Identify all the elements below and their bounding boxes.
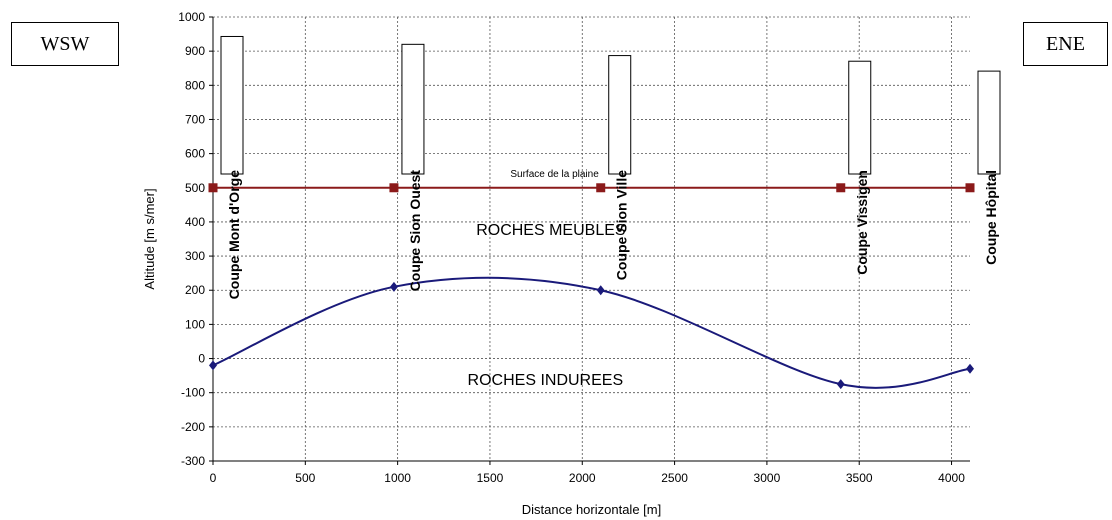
section-label: Coupe Sion Ville: [608, 55, 632, 280]
y-tick-label: 1000: [178, 10, 205, 24]
x-tick-label: 0: [210, 471, 217, 485]
y-tick-label: 700: [185, 112, 205, 126]
data-point-diamond: [389, 281, 398, 292]
section-label-box: [608, 55, 632, 175]
x-tick-label: 1500: [477, 471, 504, 485]
x-axis-title: Distance horizontale [m]: [522, 502, 661, 517]
y-tick-label: 0: [198, 352, 205, 366]
y-tick-label: 800: [185, 78, 205, 92]
section-label-text: Coupe Hôpital: [983, 170, 999, 265]
data-point-diamond: [209, 360, 217, 371]
section-label-box: [977, 70, 1001, 175]
section-label-box: [401, 43, 425, 175]
section-label: Coupe Mont d'Orge: [220, 35, 244, 300]
data-point-square: [596, 183, 606, 193]
region-label-roches-meubles: ROCHES MEUBLES: [476, 222, 625, 239]
section-label-box: [848, 60, 872, 175]
data-point-diamond: [836, 379, 845, 390]
data-point-square: [389, 183, 399, 193]
y-tick-label: -200: [181, 420, 205, 434]
x-tick-label: 3000: [754, 471, 781, 485]
section-label: Coupe Sion Ouest: [401, 43, 425, 292]
data-point-square: [836, 183, 846, 193]
y-axis-title: Altitude [m s/mer]: [142, 188, 157, 289]
y-tick-label: 900: [185, 44, 205, 58]
section-label-text: Coupe Mont d'Orge: [226, 170, 242, 300]
section-label-box: [220, 35, 244, 175]
direction-label-ene: ENE: [1023, 22, 1108, 66]
data-point-square: [208, 183, 218, 193]
data-point-diamond: [596, 285, 605, 296]
y-tick-label: -100: [181, 386, 205, 400]
section-label-text: Coupe Sion Ville: [614, 170, 630, 280]
x-tick-label: 4000: [938, 471, 965, 485]
data-point-square: [965, 183, 975, 193]
x-tick-label: 3500: [846, 471, 873, 485]
x-tick-label: 500: [295, 471, 315, 485]
section-label-text: Coupe Vissigen: [854, 170, 870, 275]
section-label: Coupe Vissigen: [848, 60, 872, 275]
surface-label: Surface de la plaine: [510, 169, 599, 180]
y-tick-label: 500: [185, 181, 205, 195]
direction-label-wsw: WSW: [11, 22, 119, 66]
section-label-text: Coupe Sion Ouest: [407, 170, 423, 292]
x-tick-label: 1000: [384, 471, 411, 485]
section-label: Coupe Hôpital: [977, 70, 1001, 265]
y-tick-label: 300: [185, 249, 205, 263]
y-tick-label: 400: [185, 215, 205, 229]
region-label-roches-indurees: ROCHES INDUREES: [468, 372, 624, 389]
data-point-diamond: [966, 363, 974, 374]
x-tick-label: 2000: [569, 471, 596, 485]
y-tick-label: 600: [185, 147, 205, 161]
y-tick-label: 100: [185, 317, 205, 331]
y-tick-label: 200: [185, 283, 205, 297]
x-tick-label: 2500: [661, 471, 688, 485]
y-tick-label: -300: [181, 454, 205, 468]
